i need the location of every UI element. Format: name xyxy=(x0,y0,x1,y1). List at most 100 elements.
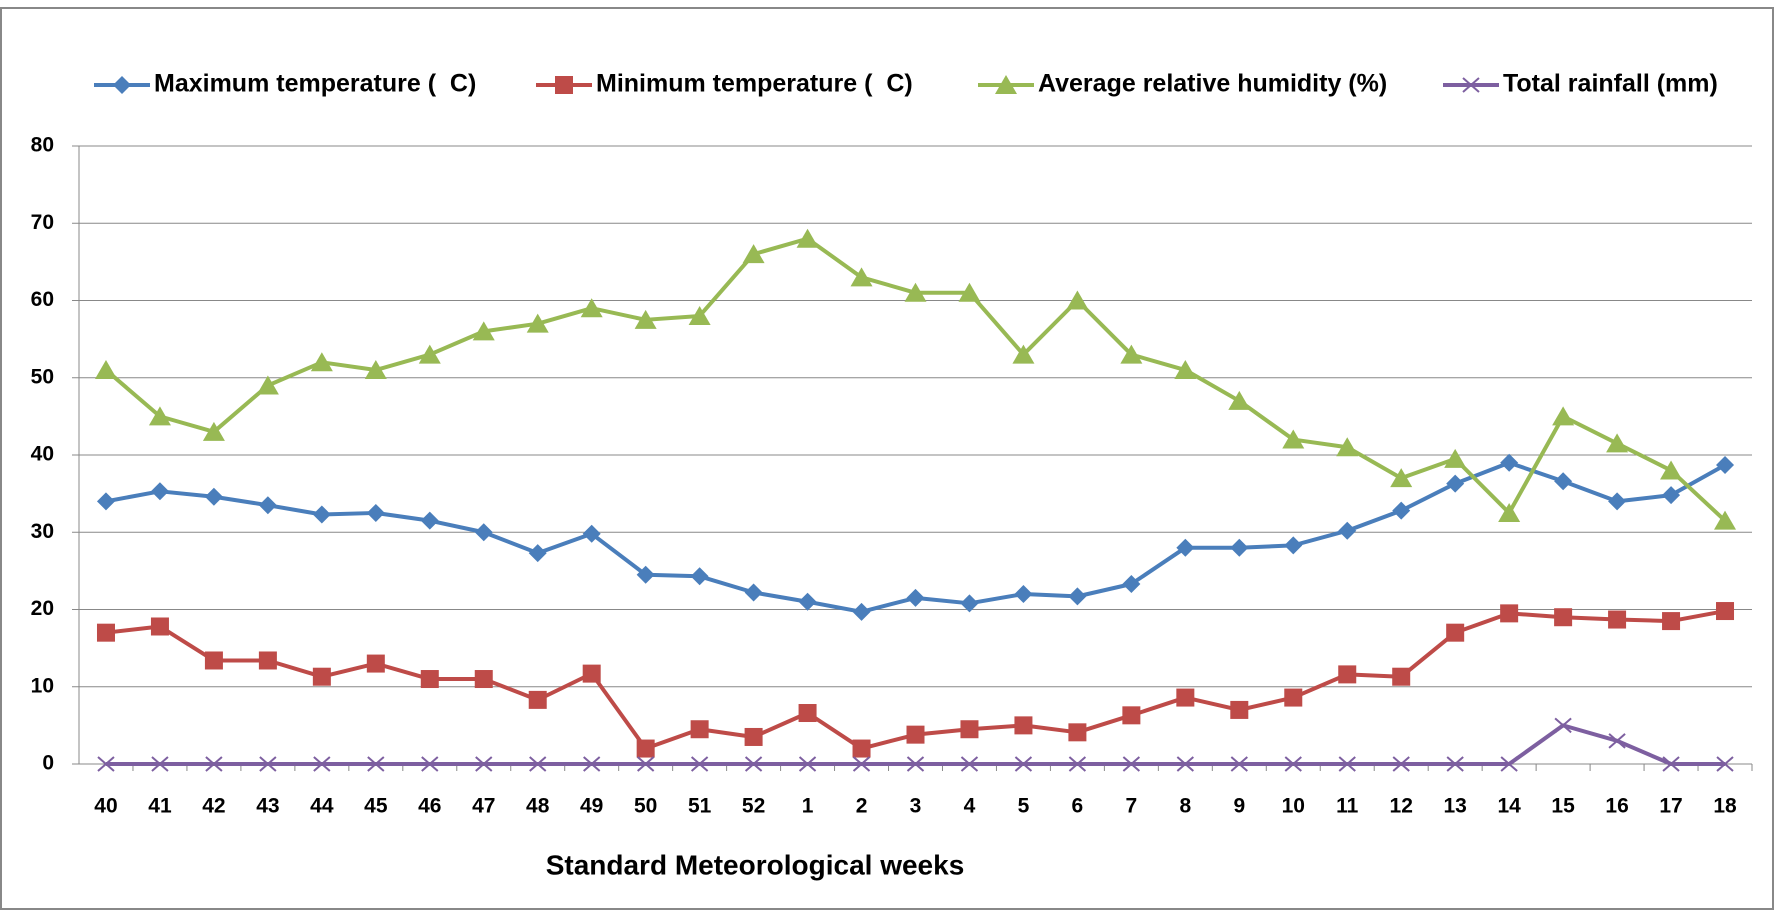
marker xyxy=(1176,756,1194,772)
marker xyxy=(421,756,439,772)
x-tick-label: 9 xyxy=(1233,795,1245,818)
y-tick-label: 70 xyxy=(31,211,54,234)
legend-label: Minimum temperature ( C) xyxy=(596,70,913,98)
marker xyxy=(1554,717,1572,734)
marker xyxy=(1608,610,1627,629)
marker xyxy=(1606,433,1629,453)
y-tick-label: 60 xyxy=(31,288,54,311)
series xyxy=(94,228,1737,530)
marker xyxy=(1716,456,1735,475)
marker xyxy=(204,487,223,506)
x-tick-label: 47 xyxy=(472,795,495,818)
marker xyxy=(1284,536,1303,555)
x-tick-label: 4 xyxy=(964,795,976,818)
marker xyxy=(1500,756,1518,772)
x-tick-label: 42 xyxy=(202,795,225,818)
marker xyxy=(1122,756,1141,772)
marker xyxy=(555,76,573,94)
marker xyxy=(113,76,131,94)
marker xyxy=(1444,448,1467,468)
y-tick-label: 20 xyxy=(31,597,54,620)
marker xyxy=(1338,521,1357,540)
marker xyxy=(1068,587,1087,606)
marker xyxy=(1552,406,1575,426)
marker xyxy=(1662,486,1681,505)
marker xyxy=(1230,756,1248,772)
legend-label: Average relative humidity (%) xyxy=(1038,70,1387,98)
x-tick-label: 6 xyxy=(1072,795,1084,818)
legend-label: Maximum temperature ( C) xyxy=(154,70,476,98)
chart-frame xyxy=(0,7,1774,910)
marker xyxy=(1498,502,1521,522)
marker xyxy=(1176,688,1195,707)
marker xyxy=(528,544,547,563)
marker xyxy=(580,298,603,318)
marker xyxy=(1068,756,1087,772)
marker xyxy=(258,651,277,670)
marker xyxy=(798,756,817,772)
marker xyxy=(960,720,979,739)
marker xyxy=(529,756,547,772)
x-tick-label: 44 xyxy=(310,795,334,818)
marker xyxy=(97,756,115,772)
marker xyxy=(528,690,547,709)
marker xyxy=(1284,756,1302,772)
marker xyxy=(259,756,277,772)
marker xyxy=(1608,733,1626,749)
marker xyxy=(1174,360,1197,380)
marker xyxy=(1446,623,1465,642)
y-tick-label: 80 xyxy=(31,134,54,157)
marker xyxy=(1120,344,1143,364)
marker xyxy=(1716,756,1734,772)
marker xyxy=(1554,472,1573,491)
marker xyxy=(850,267,873,287)
marker xyxy=(364,360,387,380)
marker xyxy=(1230,538,1249,557)
marker xyxy=(796,228,819,248)
marker xyxy=(150,617,169,636)
marker xyxy=(1014,716,1033,735)
y-tick-label: 50 xyxy=(31,365,54,388)
marker xyxy=(688,305,711,325)
marker xyxy=(1608,492,1627,511)
marker xyxy=(798,704,817,723)
marker xyxy=(94,360,117,380)
x-tick-label: 17 xyxy=(1659,795,1682,818)
x-tick-label: 46 xyxy=(418,795,441,818)
marker xyxy=(958,282,981,302)
marker xyxy=(904,282,927,302)
marker xyxy=(1500,453,1519,472)
x-tick-label: 13 xyxy=(1443,795,1466,818)
marker xyxy=(1336,437,1359,457)
x-tick-label: 45 xyxy=(364,795,388,818)
marker xyxy=(690,756,709,772)
marker xyxy=(634,309,657,329)
marker xyxy=(852,756,871,772)
marker xyxy=(995,75,1017,94)
x-axis-title: Standard Meteorological weeks xyxy=(546,849,965,880)
x-tick-label: 18 xyxy=(1713,795,1737,818)
y-tick-label: 0 xyxy=(42,752,54,775)
marker xyxy=(636,739,655,758)
x-tick-label: 48 xyxy=(526,795,550,818)
marker xyxy=(474,670,493,689)
x-tick-label: 51 xyxy=(688,795,712,818)
marker xyxy=(1446,474,1465,493)
marker xyxy=(96,492,115,511)
marker xyxy=(582,664,601,683)
x-tick-label: 12 xyxy=(1390,795,1413,818)
marker xyxy=(906,725,925,744)
x-tick-label: 41 xyxy=(148,795,172,818)
marker xyxy=(906,588,925,607)
marker xyxy=(582,524,601,543)
marker xyxy=(744,756,763,772)
marker xyxy=(202,421,225,441)
marker xyxy=(151,756,169,772)
marker xyxy=(1282,429,1305,449)
marker xyxy=(1014,585,1033,604)
x-tick-label: 10 xyxy=(1282,795,1305,818)
marker xyxy=(1230,700,1249,719)
marker xyxy=(313,756,331,772)
x-tick-label: 50 xyxy=(634,795,657,818)
